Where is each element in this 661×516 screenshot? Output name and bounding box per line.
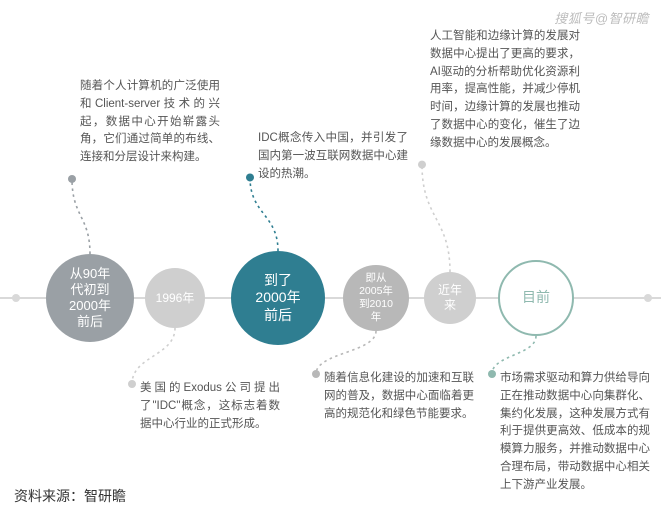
timeline-diagram: 从90年代初到2000年前后 1996年 到了2000年前后 即从2005年到2010… bbox=[0, 0, 661, 516]
connector-line bbox=[422, 165, 450, 272]
timeline-node: 从90年代初到2000年前后 bbox=[46, 254, 134, 342]
connector-line bbox=[132, 328, 175, 384]
connector-dot bbox=[488, 370, 496, 378]
timeline-node: 近年来 bbox=[424, 272, 476, 324]
timeline-node-label: 到了2000年前后 bbox=[255, 272, 300, 325]
timeline-node-label: 目前 bbox=[522, 289, 550, 307]
timeline-node: 即从2005年到2010年 bbox=[343, 265, 409, 331]
timeline-node-label: 1996年 bbox=[156, 291, 195, 306]
connector-line bbox=[72, 179, 90, 254]
connector-line bbox=[492, 336, 536, 374]
timeline-node-label: 近年来 bbox=[438, 283, 462, 313]
timeline-node-label: 从90年代初到2000年前后 bbox=[69, 266, 111, 331]
timeline-node: 到了2000年前后 bbox=[231, 251, 325, 345]
connector-dot bbox=[68, 175, 76, 183]
timeline-description: 人工智能和边缘计算的发展对数据中心提出了更高的要求，AI驱动的分析帮助优化资源利… bbox=[430, 28, 580, 153]
connector-line bbox=[250, 177, 278, 251]
timeline-description: IDC概念传入中国，并引发了国内第一波互联网数据中心建设的热潮。 bbox=[258, 130, 408, 183]
connector-dot bbox=[312, 370, 320, 378]
connector-line bbox=[316, 331, 376, 374]
axis-end-dot bbox=[644, 294, 652, 302]
timeline-description: 随着个人计算机的广泛使用和Client-server技术的兴起，数据中心开始崭露… bbox=[80, 78, 220, 167]
timeline-node: 1996年 bbox=[145, 268, 205, 328]
connector-dot bbox=[128, 380, 136, 388]
axis-end-dot bbox=[12, 294, 20, 302]
source-label: 资料来源：智研瞻 bbox=[14, 486, 126, 506]
timeline-description: 市场需求驱动和算力供给导向正在推动数据中心向集群化、集约化发展，这种发展方式有利… bbox=[500, 370, 650, 495]
timeline-description: 美国的Exodus公司提出了"IDC"概念，这标志着数据中心行业的正式形成。 bbox=[140, 380, 280, 433]
timeline-node: 目前 bbox=[498, 260, 574, 336]
connector-dot bbox=[418, 161, 426, 169]
timeline-node-label: 即从2005年到2010年 bbox=[359, 272, 393, 325]
connector-dot bbox=[246, 173, 254, 181]
timeline-description: 随着信息化建设的加速和互联网的普及，数据中心面临着更高的规范化和绿色节能要求。 bbox=[324, 370, 474, 423]
